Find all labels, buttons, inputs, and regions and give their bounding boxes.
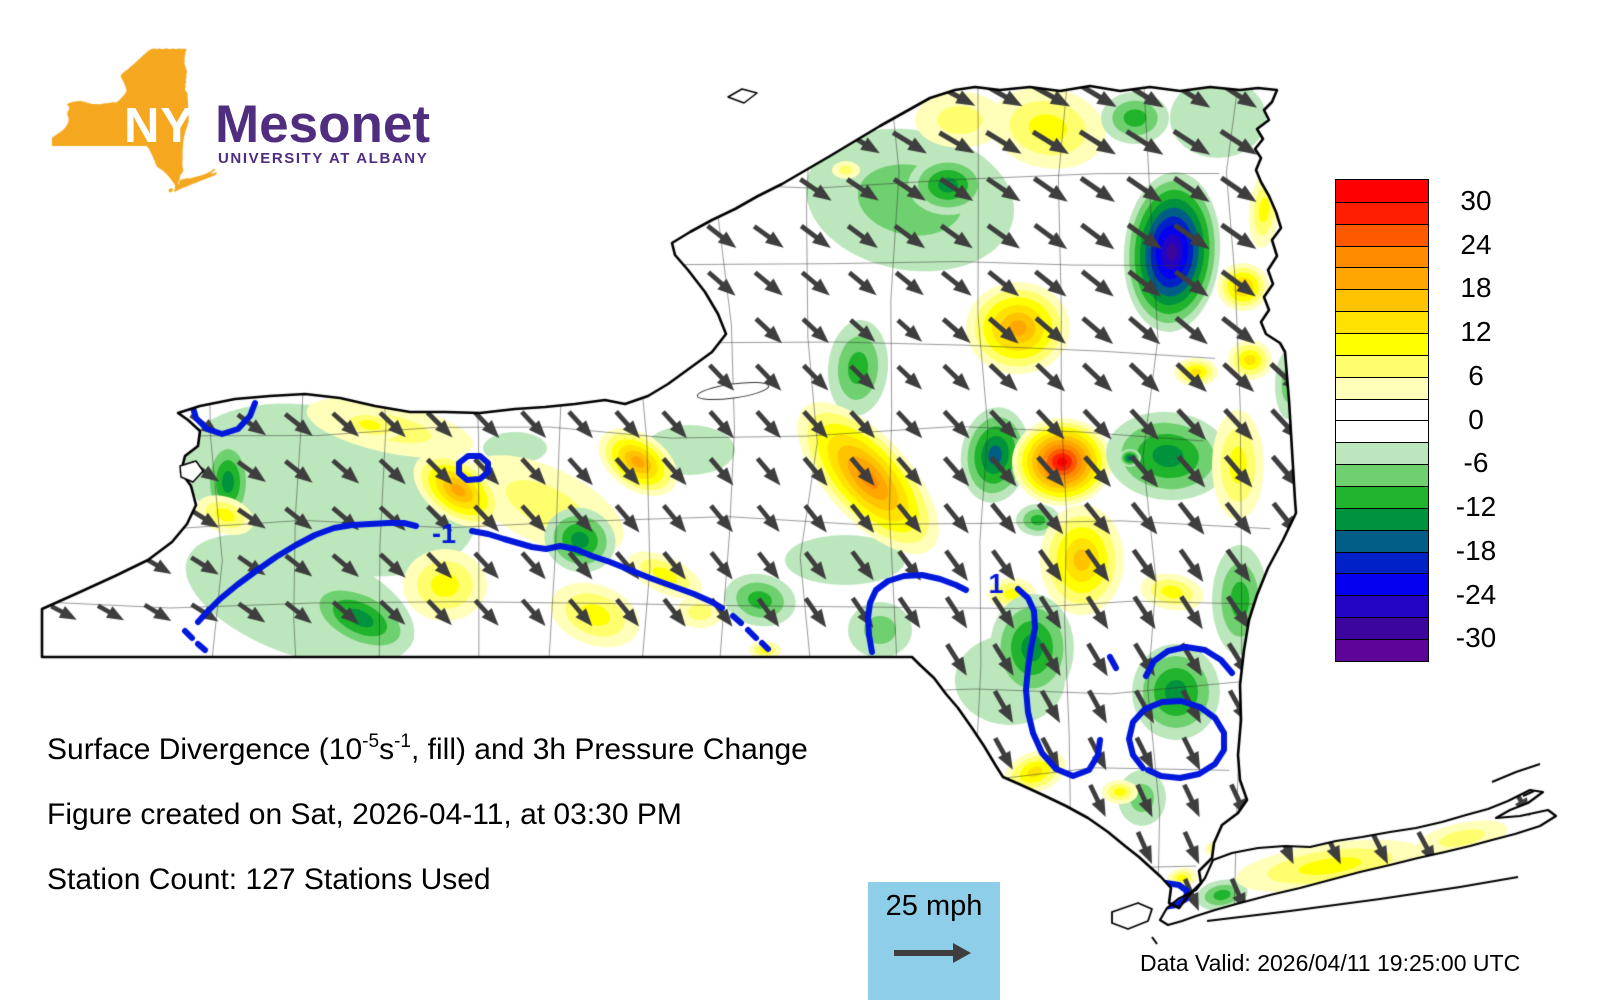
colorbar-tick: 30 [1460, 184, 1492, 216]
colorbar-segment [1336, 289, 1428, 312]
colorbar-segment [1336, 573, 1428, 596]
logo-university-text: UNIVERSITY AT ALBANY [218, 150, 429, 167]
colorbar-segment [1336, 333, 1428, 355]
figure-title: Surface Divergence (10-5s-1, fill) and 3… [47, 731, 808, 766]
colorbar-segment [1336, 464, 1428, 487]
colorbar-segment [1336, 398, 1428, 421]
colorbar-tick: -24 [1455, 578, 1497, 610]
logo-nys-text: NYS [124, 99, 228, 153]
colorbar-tick: -6 [1463, 447, 1489, 479]
wind-speed-label: 25 mph [885, 890, 983, 922]
colorbar-segment [1336, 311, 1428, 334]
colorbar-segment [1336, 420, 1428, 443]
colorbar-segment [1336, 201, 1428, 224]
wind-arrow-icon [894, 943, 971, 963]
colorbar-tick: -12 [1455, 491, 1497, 523]
figure-created-line: Figure created on Sat, 2026-04-11, at 03… [47, 798, 682, 831]
colorbar-segment [1336, 595, 1428, 618]
colorbar-tick-labels: 30 24 18 12 6 0 -6 -12 -18 -24 -30 [1441, 0, 1511, 1000]
colorbar-segment [1336, 442, 1428, 465]
colorbar-segment [1336, 486, 1428, 508]
colorbar-segment [1336, 617, 1428, 640]
colorbar-segment [1336, 507, 1428, 530]
station-count-line: Station Count: 127 Stations Used [47, 863, 491, 896]
colorbar-segment [1336, 529, 1428, 552]
colorbar-tick: 0 [1468, 403, 1484, 435]
colorbar-segment [1336, 354, 1428, 377]
colorbar-segment [1336, 245, 1428, 268]
colorbar-tick: 24 [1460, 228, 1492, 260]
colorbar-segment [1336, 223, 1428, 246]
divergence-colorbar [1335, 179, 1429, 662]
wind-speed-legend: 25 mph [868, 882, 1000, 1000]
colorbar-segment [1336, 551, 1428, 574]
colorbar-tick: 12 [1460, 316, 1492, 348]
colorbar-segment [1336, 180, 1428, 202]
colorbar-segment [1336, 376, 1428, 399]
colorbar-tick: 6 [1468, 359, 1484, 391]
colorbar-tick: 18 [1460, 272, 1492, 304]
logo-mesonet-text: Mesonet [215, 95, 430, 154]
colorbar-tick: -30 [1455, 622, 1497, 654]
colorbar-segment [1336, 267, 1428, 290]
colorbar-segment [1336, 639, 1428, 661]
colorbar-tick: -18 [1455, 534, 1497, 566]
data-valid-timestamp: Data Valid: 2026/04/11 19:25:00 UTC [1140, 950, 1521, 976]
